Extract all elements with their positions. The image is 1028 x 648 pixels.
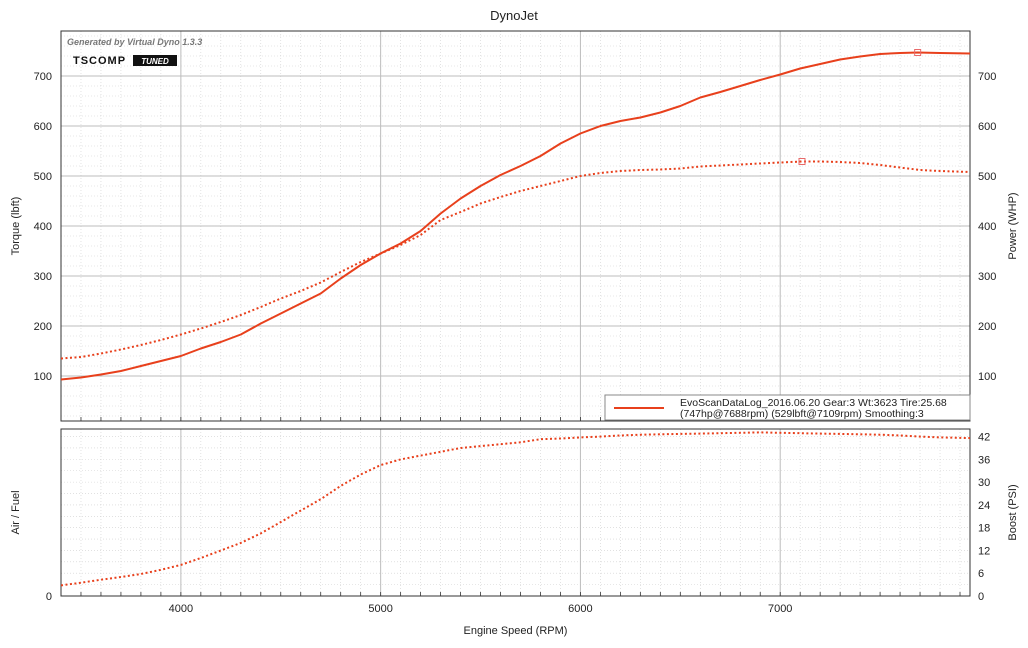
y2-tick-label: 18 — [978, 523, 990, 535]
x-axis-title: Engine Speed (RPM) — [464, 625, 568, 637]
y2-tick-label: 12 — [978, 545, 990, 557]
series-power-line — [61, 51, 970, 381]
y2-tick-label: 500 — [978, 171, 996, 183]
legend-box — [604, 394, 971, 421]
y-tick-label: 100 — [34, 371, 52, 383]
x-tick-label: 5000 — [368, 603, 392, 615]
y-tick-label: 700 — [34, 71, 52, 83]
y2-tick-label: 200 — [978, 321, 996, 333]
plot-frame — [60, 428, 971, 597]
series-torque-peak-marker — [798, 158, 806, 165]
y2-tick-label: 600 — [978, 121, 996, 133]
y-tick-label: 300 — [34, 271, 52, 283]
afr-boost-panel: 0 0 6 12 18 24 30 36 42 4000 5000 6000 7000 Air / Fue… — [10, 428, 1019, 637]
logo-brand-text: TSCOMP — [73, 55, 126, 67]
x-tick-label: 4000 — [169, 603, 193, 615]
chart-title: DynoJet — [490, 8, 538, 23]
y2-tick-label: 36 — [978, 454, 990, 466]
torque-power-panel: 100 200 300 400 500 600 700 100 200 300 400 500 600 7… — [10, 30, 1019, 422]
y2-tick-label: 30 — [978, 477, 990, 489]
y2-tick-label: 400 — [978, 221, 996, 233]
generated-by-note: Generated by Virtual Dyno 1.3.3 — [67, 37, 202, 47]
tscomp-logo: TSCOMP TUNED — [73, 55, 177, 67]
series-power-peak-marker — [914, 49, 922, 56]
y-axis-title: Air / Fuel — [10, 490, 22, 534]
x-tick-label: 7000 — [768, 603, 792, 615]
y2-tick-label: 42 — [978, 432, 990, 444]
logo-badge-text: TUNED — [141, 57, 169, 66]
legend-line-2: (747hp@7688rpm) (529lbft@7109rpm) Smooth… — [680, 408, 924, 420]
y2-tick-label: 6 — [978, 568, 984, 580]
y-axis-title: Torque (lbft) — [10, 197, 22, 256]
y2-tick-label: 0 — [978, 591, 984, 603]
y-tick-label: 400 — [34, 221, 52, 233]
y2-tick-label: 100 — [978, 371, 996, 383]
series-torque-line — [61, 160, 970, 360]
y-tick-label: 500 — [34, 171, 52, 183]
y-tick-label: 600 — [34, 121, 52, 133]
legend: EvoScanDataLog_2016.06.20 Gear:3 Wt:3623… — [604, 394, 971, 421]
series-boost-line — [61, 431, 970, 587]
y2-tick-label: 24 — [978, 500, 990, 512]
plot-frame — [60, 30, 971, 422]
legend-line-1: EvoScanDataLog_2016.06.20 Gear:3 Wt:3623… — [680, 397, 947, 409]
y2-axis-title: Boost (PSI) — [1007, 484, 1019, 540]
y2-tick-label: 300 — [978, 271, 996, 283]
y-tick-label: 200 — [34, 321, 52, 333]
y2-axis-title: Power (WHP) — [1007, 192, 1019, 259]
y2-tick-label: 700 — [978, 71, 996, 83]
logo-badge-bg — [133, 55, 177, 66]
y-tick-label: 0 — [46, 591, 52, 603]
x-tick-label: 6000 — [568, 603, 592, 615]
